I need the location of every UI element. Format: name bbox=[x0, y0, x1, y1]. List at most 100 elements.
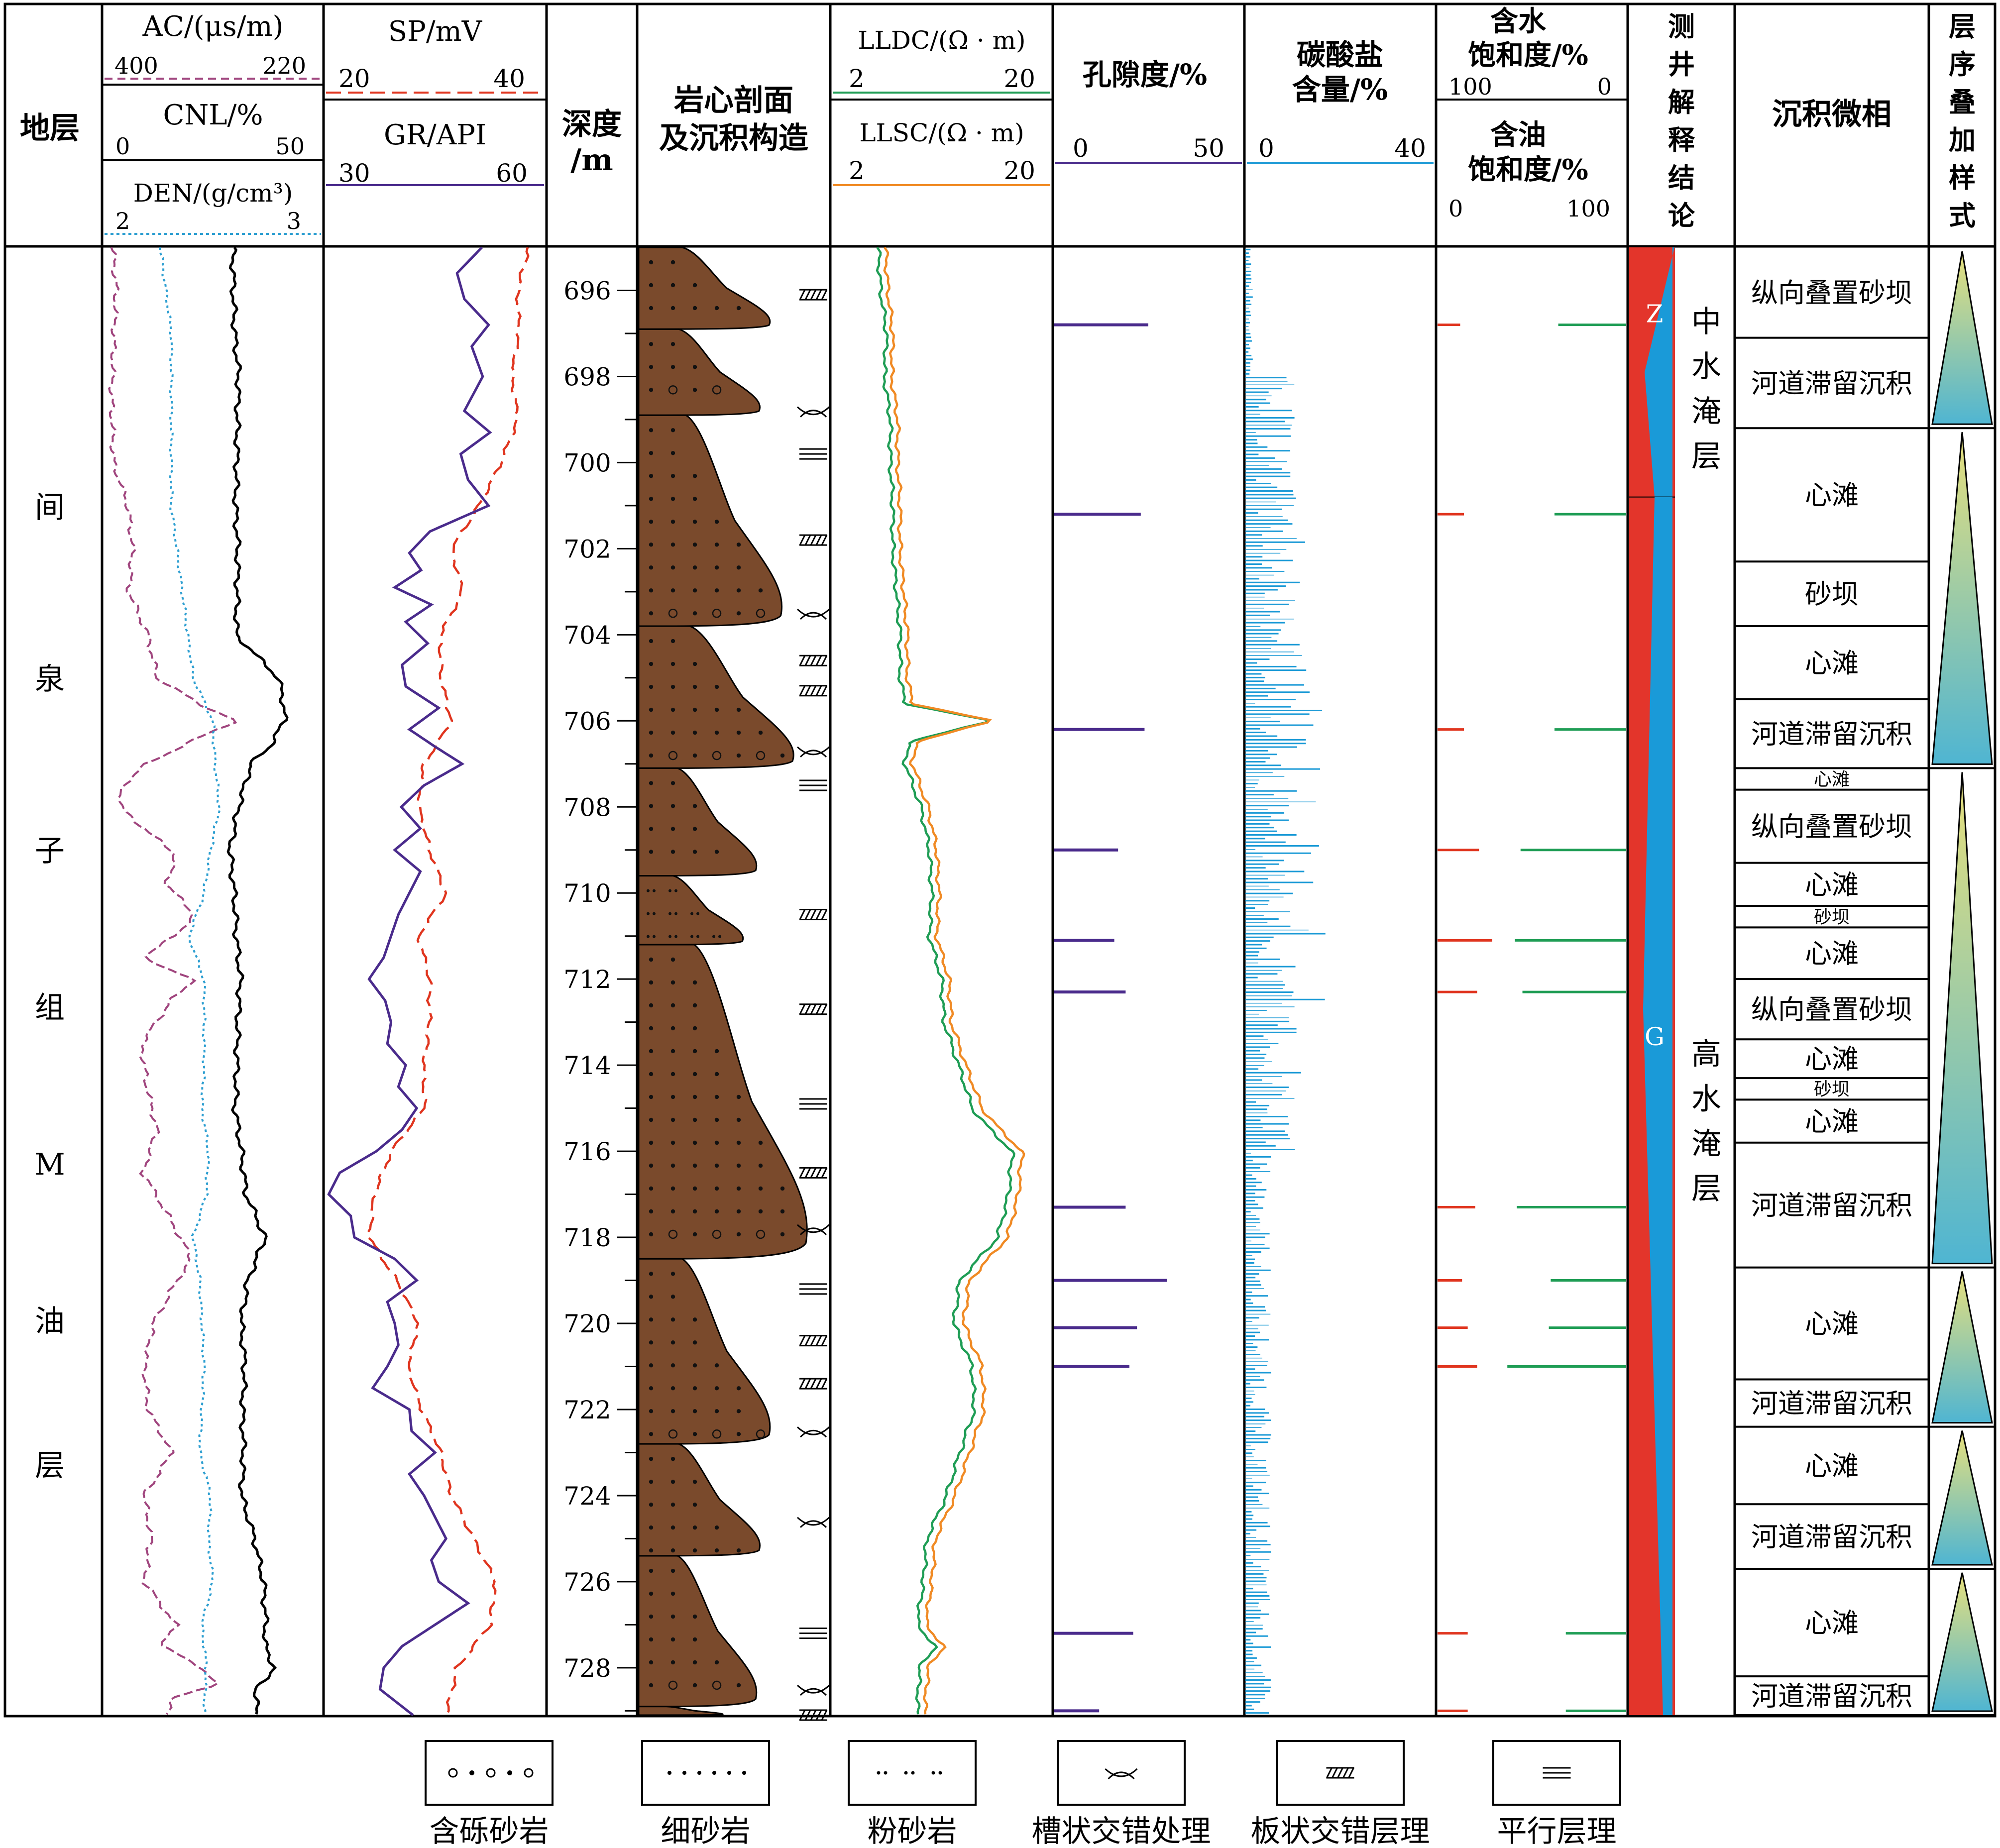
sand-dot bbox=[649, 520, 654, 524]
sand-dot bbox=[649, 980, 654, 985]
pebble-mark bbox=[756, 609, 766, 618]
sand-dot bbox=[670, 1272, 675, 1276]
structure-trough-icon bbox=[796, 608, 830, 618]
core-unit bbox=[638, 1443, 761, 1557]
legend-dot bbox=[931, 1771, 935, 1775]
pebble-mark bbox=[756, 1229, 766, 1239]
sand-dot bbox=[670, 497, 675, 501]
sand-dot bbox=[714, 850, 719, 854]
sand-dot bbox=[670, 661, 675, 666]
saturation-track bbox=[1438, 324, 1626, 1712]
cnl-left-value: 0 bbox=[115, 133, 130, 160]
legend-pebble bbox=[448, 1768, 458, 1778]
structure-planar-icon bbox=[810, 655, 817, 666]
depth-tick-label: 704 bbox=[563, 621, 611, 650]
depth-tick-label: 702 bbox=[563, 535, 611, 563]
sand-dot bbox=[649, 388, 654, 392]
sand-dot bbox=[758, 1186, 763, 1191]
stratum-char: 间 bbox=[35, 490, 65, 525]
porosity-left-value: 0 bbox=[1073, 134, 1089, 163]
stacking-triangle bbox=[1931, 432, 1993, 765]
sand-dot bbox=[692, 980, 697, 985]
sand-dot bbox=[670, 342, 675, 346]
depth-tick-label: 720 bbox=[563, 1309, 611, 1338]
llsc-right-value: 20 bbox=[1003, 156, 1035, 185]
facies-label: 心滩 bbox=[1805, 1106, 1859, 1137]
sand-dot bbox=[714, 520, 719, 524]
sand-dot bbox=[670, 1117, 675, 1122]
sand-dot bbox=[649, 474, 654, 478]
depth-tick-label: 728 bbox=[563, 1654, 611, 1683]
legend-dot bbox=[742, 1771, 746, 1775]
facies-label: 河道滞留沉积 bbox=[1751, 719, 1912, 750]
sand-dot bbox=[649, 1272, 654, 1276]
stratum-char: 泉 bbox=[35, 662, 65, 697]
silt-dot bbox=[712, 935, 715, 938]
structure-planar-icon bbox=[815, 1378, 822, 1389]
structure-trough-icon bbox=[799, 612, 827, 620]
sand-dot bbox=[692, 497, 697, 501]
structure-planar-icon bbox=[804, 1710, 811, 1721]
stratum-char: M bbox=[34, 1147, 65, 1182]
porosity-header: 孔隙度/% bbox=[1083, 58, 1207, 92]
structure-planar-icon bbox=[821, 1167, 828, 1179]
sand-dot bbox=[649, 707, 654, 712]
silt-dot bbox=[718, 935, 721, 938]
facies-label: 心滩 bbox=[1805, 1450, 1859, 1482]
interp-blue-wedge bbox=[1643, 497, 1672, 1716]
sand-dot bbox=[670, 1026, 675, 1031]
carbonate-track bbox=[1245, 248, 1326, 1714]
sand-dot bbox=[692, 306, 697, 311]
sand-dot bbox=[692, 1409, 697, 1413]
interp-letter: G bbox=[1645, 1022, 1665, 1051]
structure-planar-icon bbox=[821, 655, 828, 666]
depth-header-line1: 深度 bbox=[562, 107, 622, 142]
interp-header: 测 井 解 释 结 论 bbox=[1668, 10, 1695, 231]
sand-dot bbox=[649, 565, 654, 570]
facies-label: 砂坝 bbox=[1805, 579, 1859, 610]
water-sat-right-value: 0 bbox=[1597, 73, 1612, 100]
pebble-mark bbox=[756, 1429, 766, 1439]
structure-planar-icon bbox=[815, 535, 822, 545]
stratum-char: 组 bbox=[35, 990, 65, 1025]
sand-dot bbox=[692, 1072, 697, 1077]
silt-dot bbox=[696, 935, 699, 938]
sand-dot bbox=[649, 1003, 654, 1008]
structure-planar-icon bbox=[815, 1004, 822, 1015]
sand-dot bbox=[692, 1525, 697, 1530]
gr-right-value: 60 bbox=[496, 159, 528, 188]
sand-dot bbox=[758, 1209, 763, 1214]
structure-planar-icon bbox=[815, 909, 822, 920]
sand-dot bbox=[714, 565, 719, 570]
sand-dot bbox=[736, 543, 741, 547]
core-unit bbox=[638, 246, 771, 330]
sand-dot bbox=[670, 684, 675, 689]
sand-dot bbox=[736, 1432, 741, 1436]
pebble-mark bbox=[668, 385, 678, 395]
silt-dot bbox=[647, 912, 650, 915]
sand-dot bbox=[649, 850, 654, 854]
sand-dot bbox=[670, 1140, 675, 1145]
sand-dot bbox=[649, 1432, 654, 1436]
core-unit bbox=[638, 625, 794, 769]
carbonate-left-value: 0 bbox=[1258, 134, 1274, 163]
depth-tick-label: 698 bbox=[563, 362, 611, 391]
sand-dot bbox=[670, 1317, 675, 1322]
structure-trough-icon bbox=[796, 746, 830, 756]
sand-dot bbox=[714, 1525, 719, 1530]
structure-planar-icon bbox=[821, 1378, 828, 1389]
structure-trough-icon bbox=[796, 1426, 830, 1435]
stacking-header-char: 序 bbox=[1949, 48, 1976, 80]
facies-label: 心滩 bbox=[1805, 1308, 1859, 1339]
sand-dot bbox=[649, 1140, 654, 1145]
silt-dot bbox=[668, 889, 671, 892]
facies-label: 纵向叠置砂坝 bbox=[1751, 994, 1912, 1025]
sand-dot bbox=[692, 850, 697, 854]
structure-trough-icon bbox=[799, 410, 827, 418]
oil-sat-header-line1: 含油 bbox=[1490, 118, 1546, 151]
sand-dot bbox=[670, 451, 675, 455]
structure-planar-icon bbox=[815, 289, 822, 300]
core-track bbox=[638, 246, 830, 1721]
legend-swatch bbox=[425, 1740, 554, 1806]
sand-dot bbox=[780, 1232, 785, 1237]
